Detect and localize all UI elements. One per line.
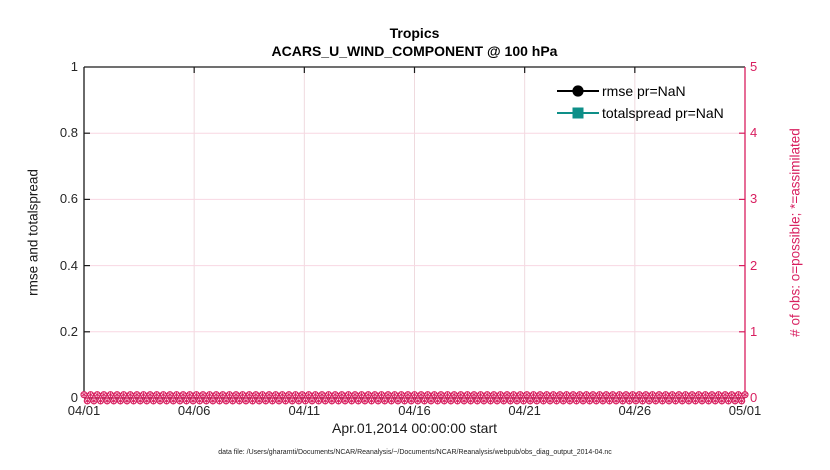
x-tick-label: 04/26 [618,403,652,418]
right-y-tick-label: 1 [750,323,758,339]
legend-label-rmse: rmse pr=NaN [602,83,686,99]
left-y-tick-label: 1 [70,59,78,74]
right-y-tick-label: 4 [750,125,758,141]
left-y-tick-label: 0.6 [59,191,78,207]
legend-entry-totalspread: totalspread pr=NaN [556,102,724,124]
left-y-tick-label: 0.8 [59,125,78,141]
right-y-tick-label: 0 [750,390,758,405]
x-tick-label: 04/16 [398,403,431,418]
chart-title: Tropics [389,25,440,41]
rmse-line-circle-marker-icon [557,85,599,97]
x-axis-label: Apr.01,2014 00:00:00 start [331,420,497,436]
chart-subtitle: ACARS_U_WIND_COMPONENT @ 100 hPa [271,43,558,59]
x-tick-label: 04/06 [177,403,211,418]
legend-entry-rmse: rmse pr=NaN [556,80,724,102]
totalspread-line-square-marker-icon [557,107,599,119]
left-y-tick-label: 0.2 [59,323,78,339]
x-tick-label: 04/01 [67,403,101,418]
x-tick-label: 05/01 [728,403,762,418]
right-y-tick-label: 5 [750,59,758,74]
legend: rmse pr=NaN totalspread pr=NaN [556,80,724,124]
left-y-tick-label: 0 [70,390,78,405]
data-file-caption: data file: /Users/gharamti/Documents/NCA… [218,449,612,456]
x-tick-label: 04/11 [288,403,321,418]
right-y-tick-label: 3 [750,191,758,207]
x-tick-label: 04/21 [508,403,541,418]
legend-label-totalspread: totalspread pr=NaN [602,105,724,121]
left-y-tick-label: 0.4 [59,257,78,273]
right-y-tick-label: 2 [750,257,758,273]
